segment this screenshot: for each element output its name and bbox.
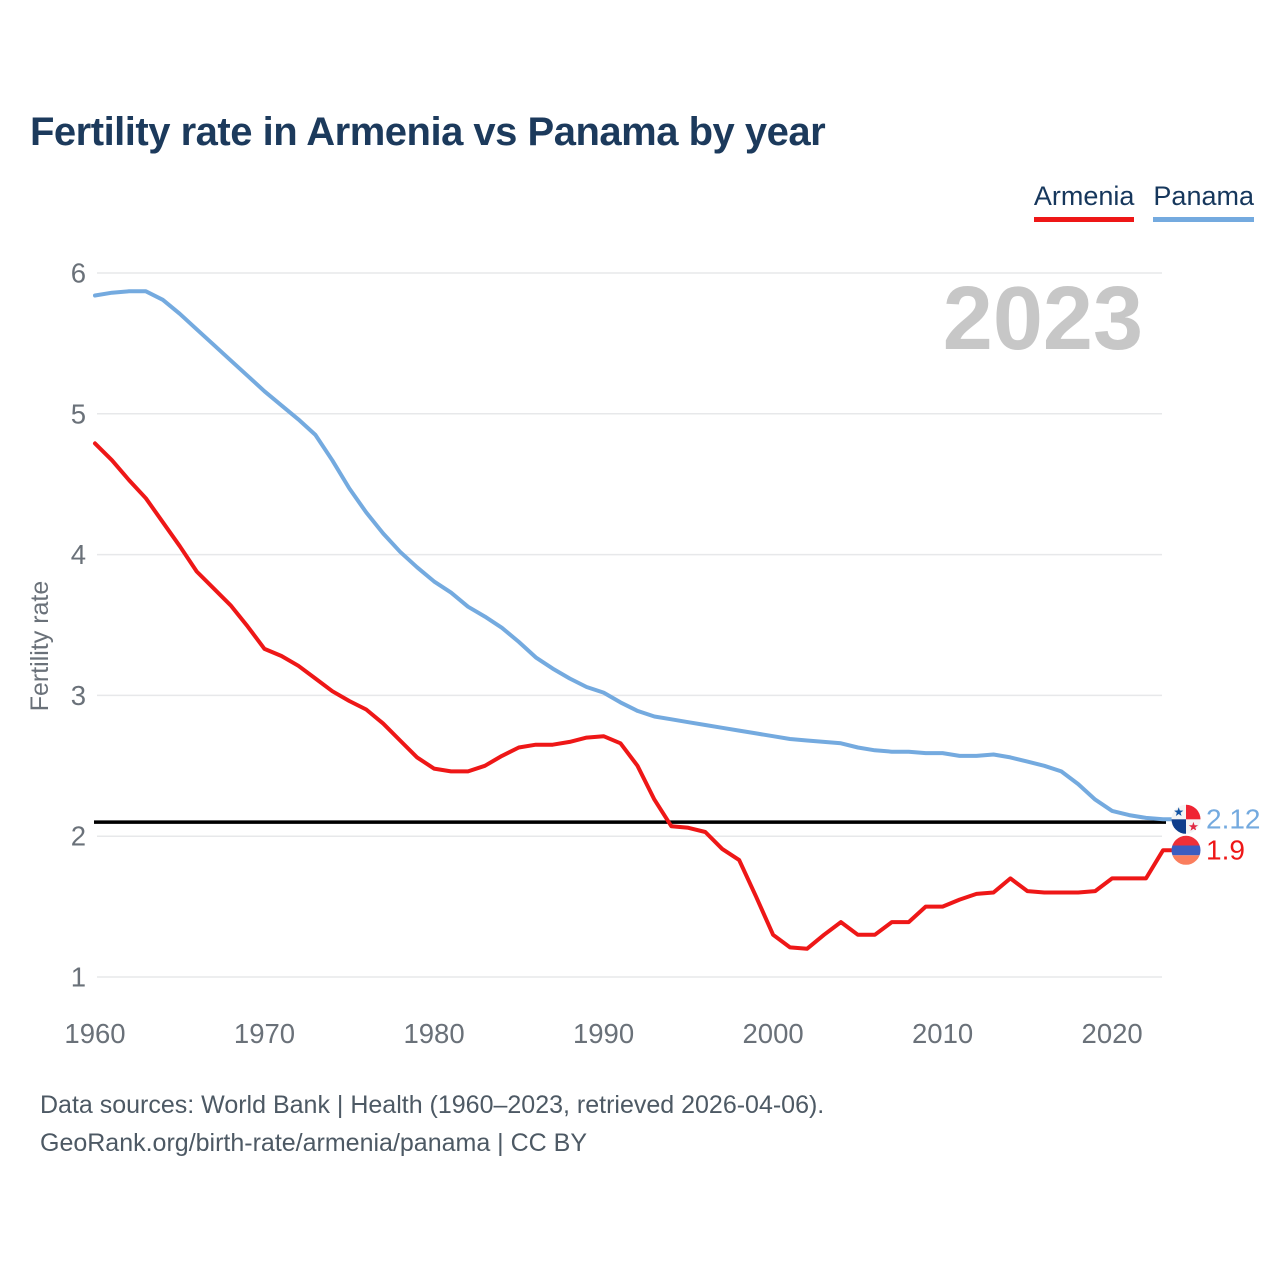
x-tick-label-2000: 2000 (743, 1018, 804, 1049)
x-tick-label-1990: 1990 (573, 1018, 634, 1049)
x-tick-label-1960: 1960 (64, 1018, 125, 1049)
data-sources-line: Data sources: World Bank | Health (1960–… (40, 1091, 825, 1119)
legend-item-armenia[interactable]: Armenia (1033, 181, 1135, 222)
y-tick-label-5: 5 (71, 398, 86, 429)
source-attribution: Data sources: World Bank | Health (1960–… (40, 1086, 824, 1162)
y-tick-label-6: 6 (71, 258, 86, 289)
x-tick-label-2020: 2020 (1082, 1018, 1143, 1049)
armenia-end-value-label: 1.9 (1206, 834, 1245, 865)
page-title: Fertility rate in Armenia vs Panama by y… (30, 110, 826, 154)
x-tick-label-2010: 2010 (912, 1018, 973, 1049)
panama-line[interactable] (93, 289, 1173, 822)
y-tick-label-2: 2 (71, 821, 86, 852)
x-tick-label-1980: 1980 (403, 1018, 464, 1049)
x-tick-label-1970: 1970 (234, 1018, 295, 1049)
y-tick-label-4: 4 (71, 539, 86, 570)
armenia-line[interactable] (93, 441, 1173, 951)
panama-flag-icon (1171, 804, 1201, 834)
legend-item-panama[interactable]: Panama (1153, 181, 1254, 222)
panama-end-value-label: 2.12 (1206, 803, 1261, 834)
armenia-flag-icon (1171, 835, 1201, 865)
y-tick-label-1: 1 (71, 962, 86, 993)
license-line: GeoRank.org/birth-rate/armenia/panama | … (40, 1129, 588, 1157)
y-tick-label-3: 3 (71, 680, 86, 711)
y-axis-title: Fertility rate (26, 581, 54, 712)
year-watermark: 2023 (943, 269, 1143, 369)
legend: Armenia Panama (1033, 181, 1254, 222)
